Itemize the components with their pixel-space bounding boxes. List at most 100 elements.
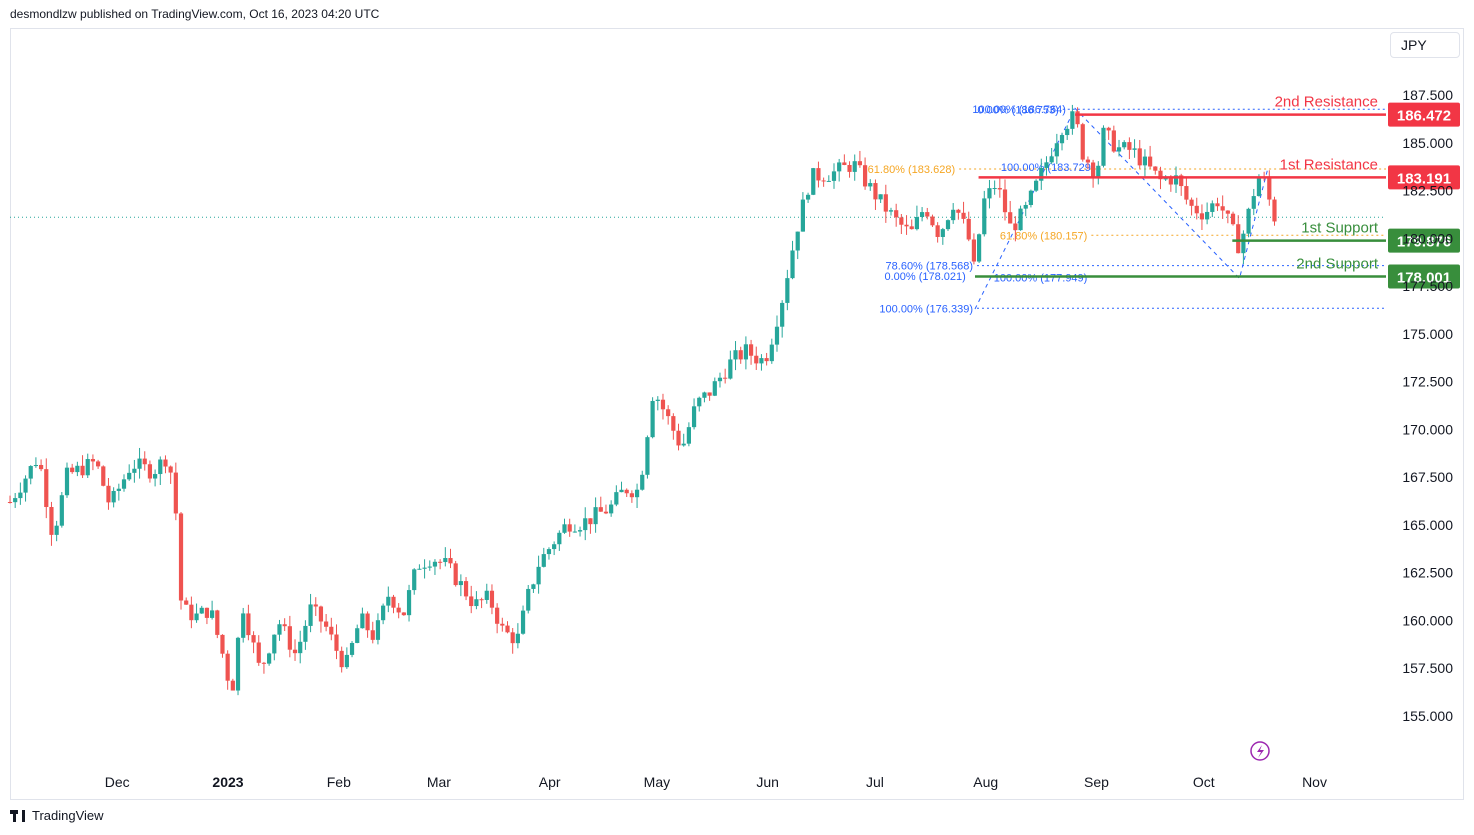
candle-body bbox=[1101, 127, 1106, 166]
candle-body bbox=[1116, 147, 1122, 152]
candle-body bbox=[272, 634, 277, 654]
candle-body bbox=[951, 209, 956, 221]
candle-body bbox=[251, 635, 256, 643]
candle-body bbox=[1230, 213, 1236, 225]
fib-level-label: 0.00% (186.753) bbox=[977, 104, 1058, 116]
candle-body bbox=[1085, 159, 1091, 163]
candle-body bbox=[277, 624, 282, 635]
candle-body bbox=[546, 549, 552, 555]
time-tick-label: May bbox=[644, 774, 670, 790]
support-level-label: 2nd Support bbox=[1296, 256, 1379, 273]
candle-body bbox=[1210, 203, 1215, 212]
candle-body bbox=[614, 492, 619, 505]
candle-body bbox=[225, 653, 230, 681]
candlesticks bbox=[7, 104, 1277, 696]
candle-body bbox=[1163, 178, 1168, 180]
candle-body bbox=[811, 168, 816, 195]
candle-body bbox=[650, 400, 655, 438]
support-price-value: 178.001 bbox=[1397, 270, 1451, 287]
candle-body bbox=[127, 472, 132, 480]
candle-body bbox=[997, 188, 1002, 190]
candle-body bbox=[583, 518, 588, 531]
candle-body bbox=[541, 554, 546, 567]
candle-body bbox=[1220, 206, 1225, 211]
candle-body bbox=[70, 467, 75, 473]
candle-body bbox=[308, 604, 313, 626]
candle-body bbox=[153, 474, 158, 479]
candle-body bbox=[588, 518, 593, 525]
fib-level-label: 0.00% (178.021) bbox=[884, 271, 965, 283]
fib-trend-path bbox=[974, 107, 1269, 310]
candle-body bbox=[883, 194, 888, 212]
candle-body bbox=[609, 504, 614, 514]
candle-body bbox=[987, 188, 992, 199]
candle-body bbox=[961, 212, 966, 219]
candle-body bbox=[1002, 189, 1008, 213]
candle-body bbox=[1023, 204, 1028, 209]
candle-body bbox=[463, 581, 469, 597]
candle-body bbox=[479, 599, 484, 601]
candle-body bbox=[645, 437, 650, 475]
price-tick-label: 160.000 bbox=[1402, 612, 1453, 628]
candle-body bbox=[1075, 111, 1080, 125]
candle-body bbox=[1039, 167, 1044, 181]
candle-body bbox=[697, 397, 702, 407]
candle-body bbox=[28, 466, 33, 479]
chart-frame bbox=[10, 28, 1464, 800]
time-tick-label: Apr bbox=[539, 774, 561, 790]
candle-body bbox=[831, 171, 837, 181]
candle-body bbox=[925, 212, 930, 217]
candle-body bbox=[868, 183, 873, 187]
candle-body bbox=[894, 210, 899, 218]
price-tick-label: 180.000 bbox=[1402, 230, 1453, 246]
candle-body bbox=[686, 427, 691, 444]
candle-body bbox=[956, 209, 961, 213]
resistance-price-tag bbox=[1388, 165, 1460, 190]
candle-body bbox=[1256, 177, 1262, 197]
candle-body bbox=[432, 561, 438, 567]
candle-body bbox=[1080, 124, 1085, 160]
tradingview-brand[interactable]: TradingView bbox=[10, 808, 104, 823]
candle-body bbox=[899, 217, 904, 225]
currency-selector[interactable]: JPY bbox=[1390, 32, 1460, 58]
candle-body bbox=[489, 590, 495, 608]
candle-body bbox=[303, 625, 308, 642]
candle-body bbox=[1215, 203, 1220, 207]
time-axis: Dec 2023 Feb Mar Apr May Jun Jul Aug Sep Oct Nov bbox=[105, 774, 1327, 790]
candle-body bbox=[816, 168, 821, 181]
candle-body bbox=[1267, 178, 1272, 200]
price-tick-label: 167.500 bbox=[1402, 469, 1453, 485]
candle-body bbox=[526, 588, 531, 611]
candle-body bbox=[484, 590, 489, 600]
candle-body bbox=[495, 607, 500, 624]
price-tick-label: 182.500 bbox=[1402, 183, 1453, 199]
candle-body bbox=[536, 566, 541, 585]
fib-level-label: 78.60% (178.568) bbox=[886, 261, 973, 273]
price-tick-label: 177.500 bbox=[1402, 278, 1453, 294]
candle-body bbox=[982, 198, 987, 235]
candle-body bbox=[567, 524, 572, 532]
candle-body bbox=[940, 229, 945, 237]
price-tick-label: 165.000 bbox=[1402, 517, 1453, 533]
candle-body bbox=[116, 488, 121, 491]
candle-body bbox=[531, 584, 536, 589]
candle-body bbox=[355, 628, 360, 643]
candle-body bbox=[474, 599, 479, 607]
candle-body bbox=[215, 610, 220, 635]
candle-body bbox=[469, 596, 474, 607]
candle-body bbox=[453, 563, 458, 586]
candle-body bbox=[344, 654, 349, 668]
resistance-level-label: 2nd Resistance bbox=[1275, 94, 1378, 111]
candle-body bbox=[101, 466, 106, 486]
candle-body bbox=[204, 607, 210, 618]
candle-body bbox=[552, 544, 557, 550]
candle-body bbox=[945, 220, 951, 230]
candle-body bbox=[1246, 208, 1251, 234]
candle-body bbox=[1205, 211, 1210, 220]
candle-body bbox=[1137, 148, 1142, 166]
candle-body bbox=[427, 566, 432, 568]
candle-body bbox=[1044, 162, 1049, 168]
candle-body bbox=[1189, 199, 1194, 206]
candle-body bbox=[640, 474, 645, 490]
